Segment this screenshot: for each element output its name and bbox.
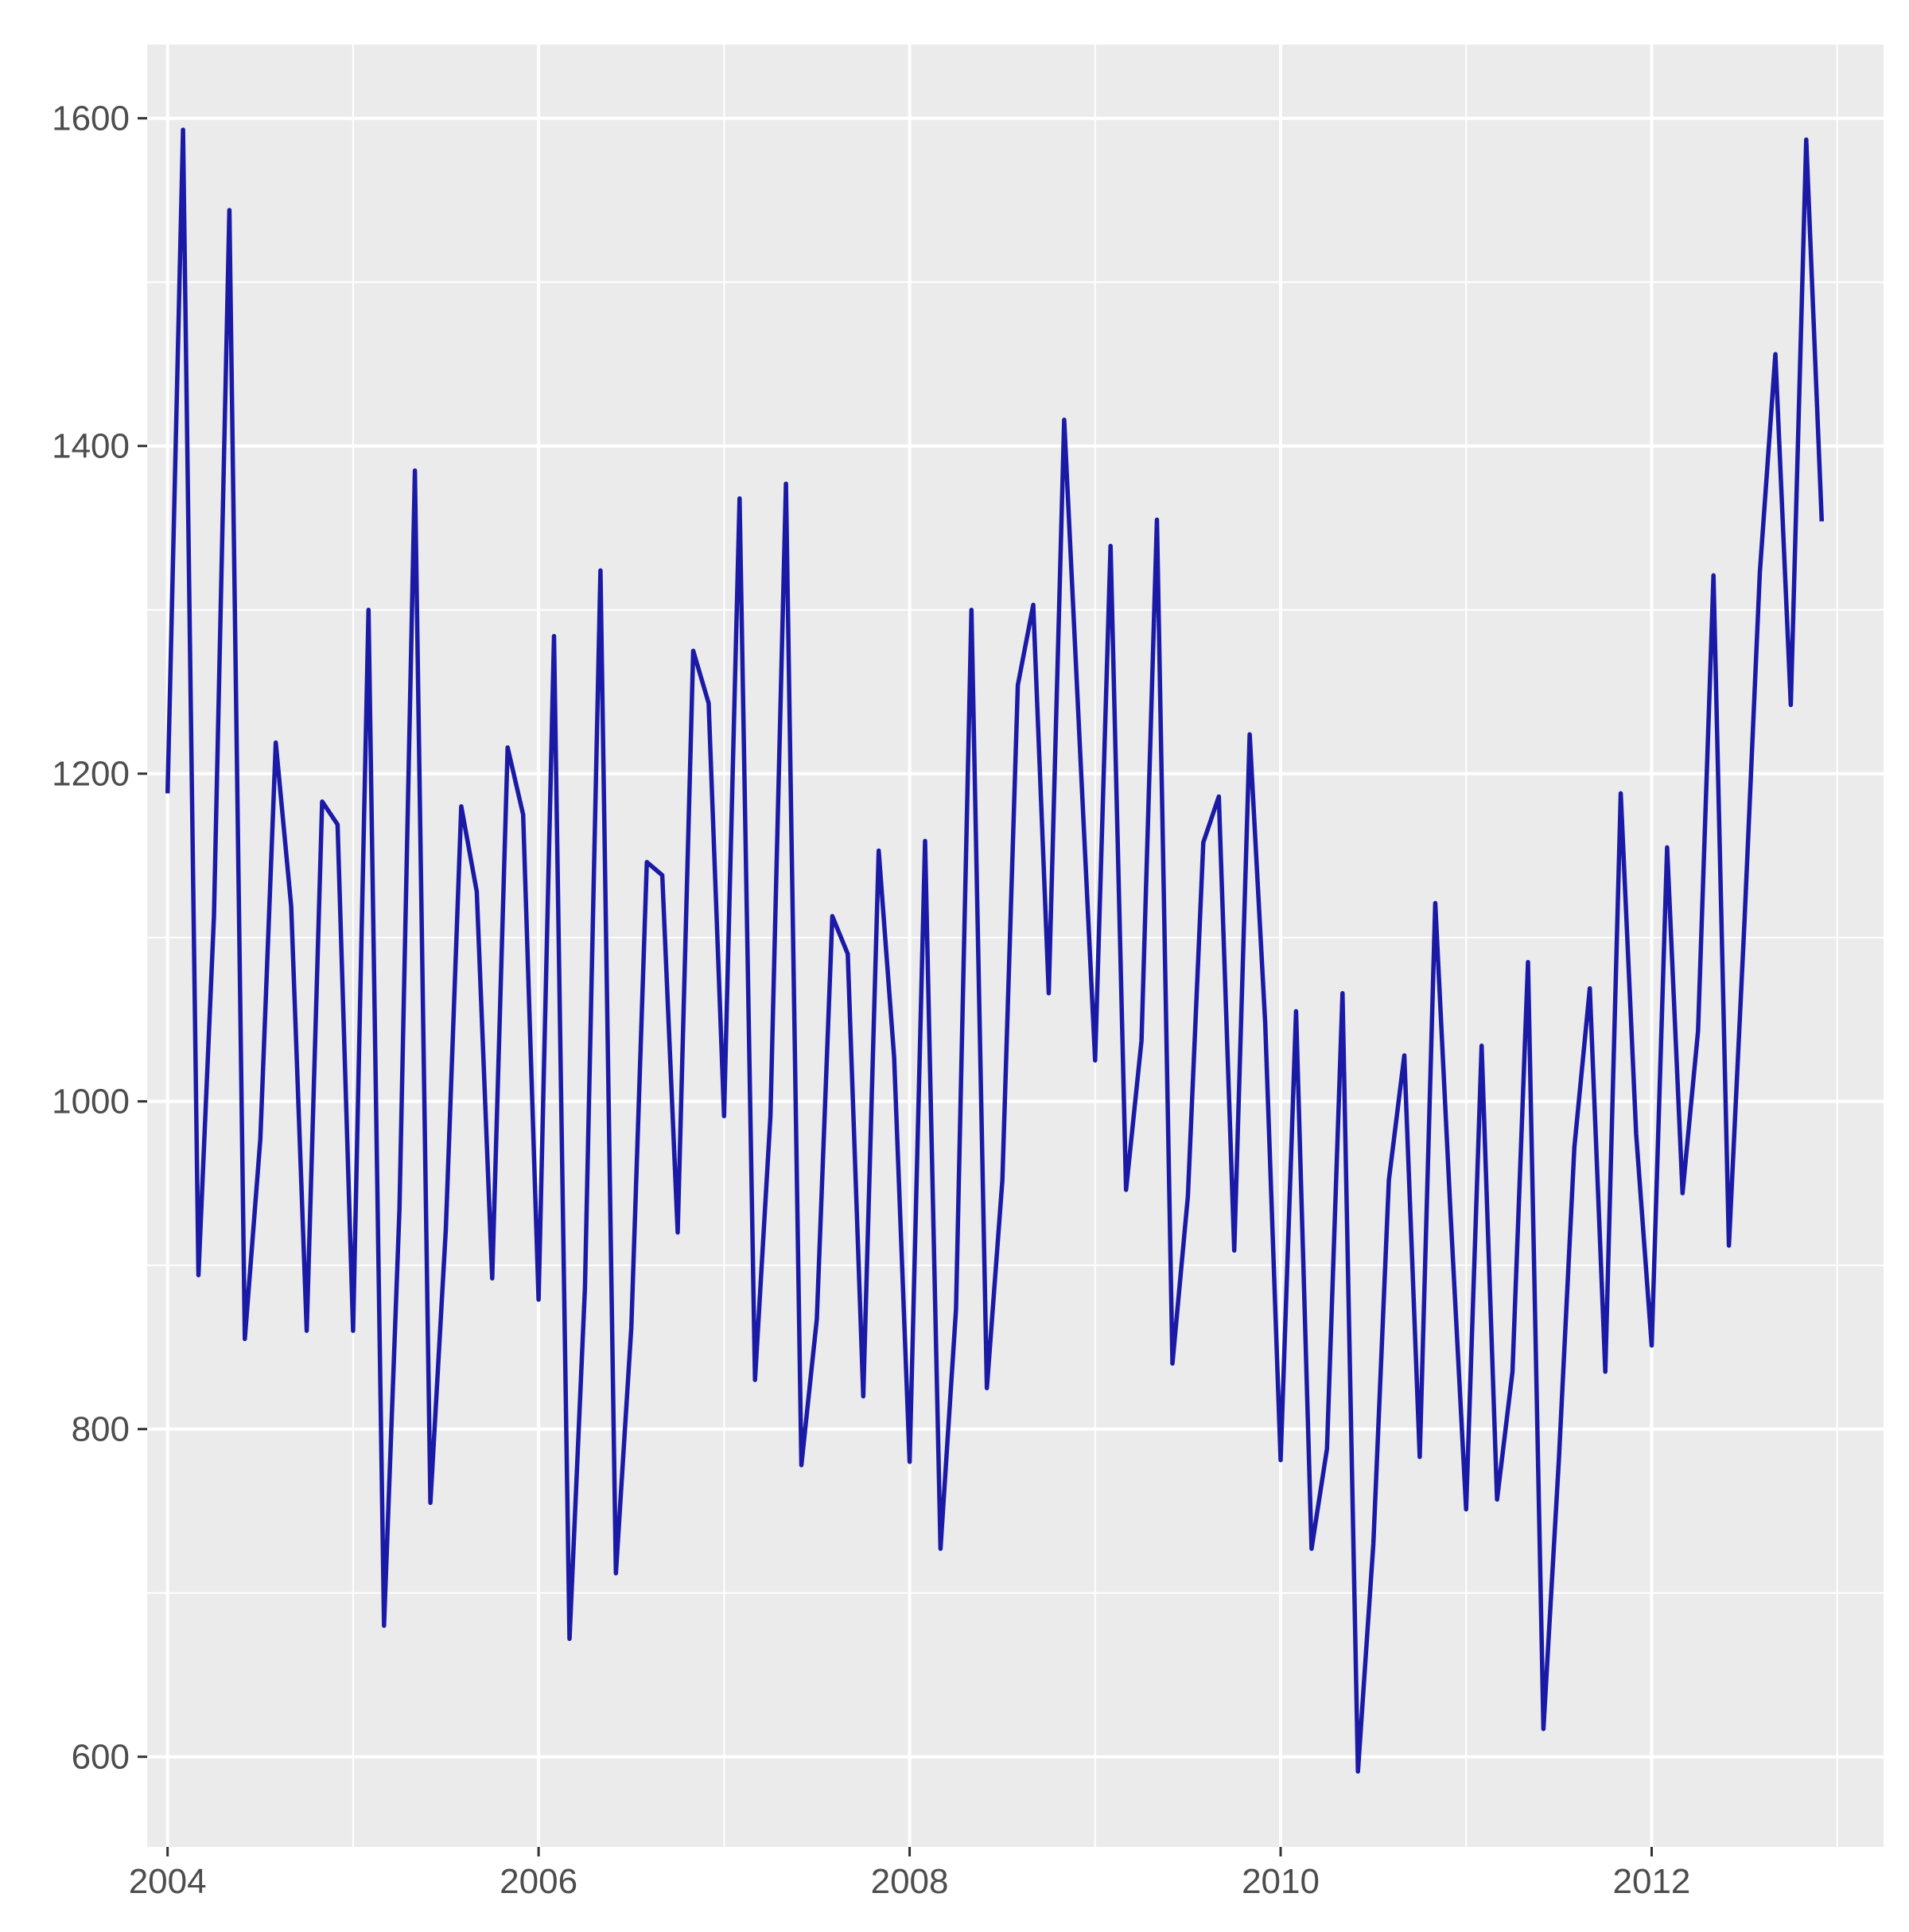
x-tick-label: 2010 [1242,1862,1320,1901]
y-tick-label: 600 [72,1738,130,1777]
data-series [165,127,1825,1774]
x-tick-label: 2012 [1613,1862,1691,1901]
y-tick-label: 1200 [52,755,130,794]
y-tick-label: 800 [72,1410,130,1449]
plot-panel [147,45,1884,1847]
y-tick-label: 1000 [52,1083,130,1121]
grid-lines [147,45,1884,1847]
x-tick-label: 2004 [129,1862,207,1901]
axes: 2004 2006 2008 2010 2012 600 800 1000 1200 1400 16… [52,99,1690,1901]
y-tick-label: 1600 [52,99,130,138]
x-tick-label: 2008 [871,1862,949,1901]
x-tick-label: 2006 [500,1862,577,1901]
series-line [165,127,1825,1774]
y-tick-label: 1400 [52,427,130,466]
